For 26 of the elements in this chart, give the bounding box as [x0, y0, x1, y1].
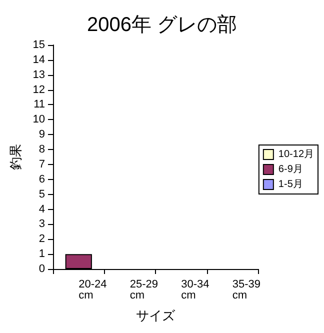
x-axis-title: サイズ	[136, 308, 176, 323]
y-tick-label: 12	[32, 84, 45, 96]
x-tick-label: 20-24 cm	[78, 278, 107, 302]
x-tick-label: 30-34 cm	[181, 278, 210, 302]
legend-label: 6-9月	[278, 164, 303, 175]
y-axis-title: 釣果	[8, 144, 23, 170]
y-tick-label: 0	[38, 263, 45, 275]
y-tick-label: 1	[38, 248, 45, 260]
y-tick-label: 14	[32, 54, 45, 66]
y-tick-label: 11	[34, 98, 45, 111]
y-tick-label: 5	[38, 188, 45, 200]
y-tick-label: 4	[38, 203, 45, 216]
y-tick-label: 8	[38, 144, 45, 156]
y-tick-label: 10	[32, 114, 45, 126]
y-tick-label: 15	[32, 39, 45, 51]
x-tick-label: 25-29 cm	[130, 278, 158, 302]
chart-title: 2006年 グレの部	[86, 14, 238, 36]
y-tick-label: 13	[32, 68, 45, 81]
legend-label: 1-5月	[278, 179, 303, 190]
y-tick-label: 6	[38, 173, 45, 186]
y-tick-label: 7	[38, 158, 45, 170]
legend-label: 10-12月	[278, 149, 314, 160]
y-tick-label: 2	[38, 233, 45, 246]
y-tick-label: 3	[38, 218, 45, 230]
x-tick-label: 35-39 cm	[232, 278, 261, 302]
y-tick-label: 9	[38, 128, 45, 141]
